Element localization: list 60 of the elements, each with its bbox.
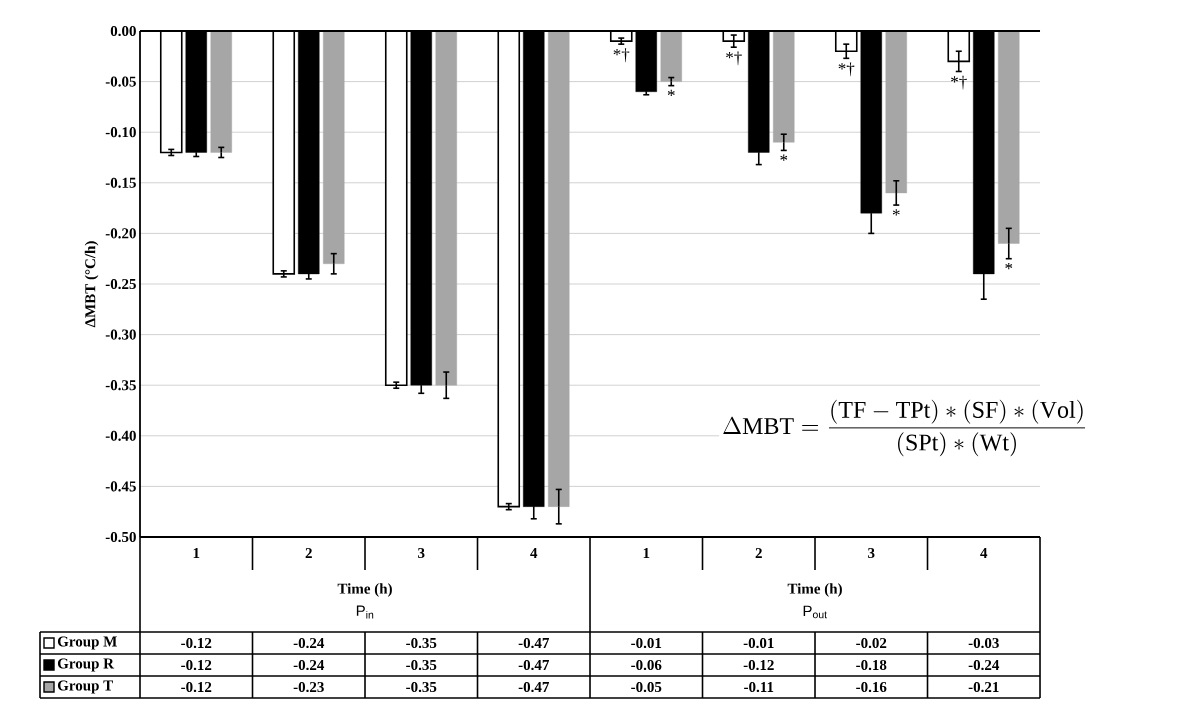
legend-label: Group M <box>57 636 117 650</box>
data-label: -0.18 <box>856 659 887 671</box>
data-label: -0.12 <box>181 659 212 671</box>
legend-label: Group R <box>57 658 115 672</box>
y-tick-label: -0.35 <box>105 380 136 391</box>
text: Time (h) <box>787 583 842 597</box>
y-tick-label: -0.05 <box>105 76 136 87</box>
y-tick-label: -0.40 <box>105 430 136 441</box>
text: P$_{out}$ <box>803 605 827 619</box>
data-label: -0.35 <box>406 681 437 693</box>
y-tick-label: -0.50 <box>105 531 136 543</box>
y-tick-label: -0.15 <box>105 177 136 188</box>
annotation: *† <box>951 75 967 90</box>
data-label: -0.01 <box>631 637 662 649</box>
annotation: *† <box>726 51 742 66</box>
annotation: *† <box>613 48 630 63</box>
annotation: *† <box>838 62 855 77</box>
x-tick-label: 2 <box>755 548 762 558</box>
y-tick-label: -0.10 <box>105 127 136 138</box>
data-label: -0.03 <box>968 637 999 649</box>
data-label: -0.23 <box>293 681 324 693</box>
x-tick-label: 2 <box>305 548 312 558</box>
x-tick-label: 1 <box>643 548 650 558</box>
x-tick-label: 1 <box>193 548 200 558</box>
data-label: -0.35 <box>406 637 437 649</box>
data-label: -0.47 <box>518 637 550 649</box>
x-tick-label: 4 <box>980 548 988 558</box>
data-label: -0.24 <box>293 637 325 649</box>
data-label: -0.47 <box>518 681 550 693</box>
y-tick-label: 0.00 <box>110 25 136 37</box>
text: P$_{in}$ <box>356 605 374 619</box>
y-tick-label: -0.20 <box>105 228 136 239</box>
annotation: * <box>892 209 900 216</box>
y-axis-title: ΔMBT (°C/h) <box>84 241 99 328</box>
data-label: -0.05 <box>631 681 662 693</box>
annotation: * <box>667 89 675 97</box>
x-tick-label: 3 <box>868 547 875 559</box>
data-label: -0.12 <box>181 637 212 649</box>
y-tick-label: -0.30 <box>105 329 136 340</box>
x-tick-label: 4 <box>530 548 538 558</box>
data-label: -0.24 <box>293 659 325 671</box>
data-label: -0.11 <box>744 681 774 693</box>
legend-label: Group T <box>57 680 113 694</box>
data-label: -0.21 <box>968 681 999 693</box>
data-label: -0.12 <box>181 681 212 693</box>
x-axis-title: Time (h) <box>337 583 392 597</box>
annotation: * <box>1005 262 1013 270</box>
y-tick-label: -0.25 <box>105 278 136 290</box>
annotation: $\Delta\mathrm{MBT} = \frac{(\mathrm{TF} - \mathrm{TPt}) * (\mathrm{SF}) * (\mathrm{Vol})}{(\mathrm{SPt}) * (\mathrm{Wt})}$ <box>723 399 1086 457</box>
y-tick-label: -0.45 <box>105 481 136 492</box>
data-label: -0.06 <box>631 659 662 671</box>
data-label: -0.24 <box>968 659 1000 671</box>
data-label: -0.35 <box>406 659 437 671</box>
data-label: -0.16 <box>856 681 887 693</box>
data-label: -0.01 <box>743 637 774 649</box>
x-tick-label: 3 <box>418 547 425 559</box>
data-label: -0.02 <box>856 637 887 649</box>
annotation: * <box>780 154 788 161</box>
data-label: -0.47 <box>518 659 550 671</box>
data-label: -0.12 <box>743 659 774 671</box>
